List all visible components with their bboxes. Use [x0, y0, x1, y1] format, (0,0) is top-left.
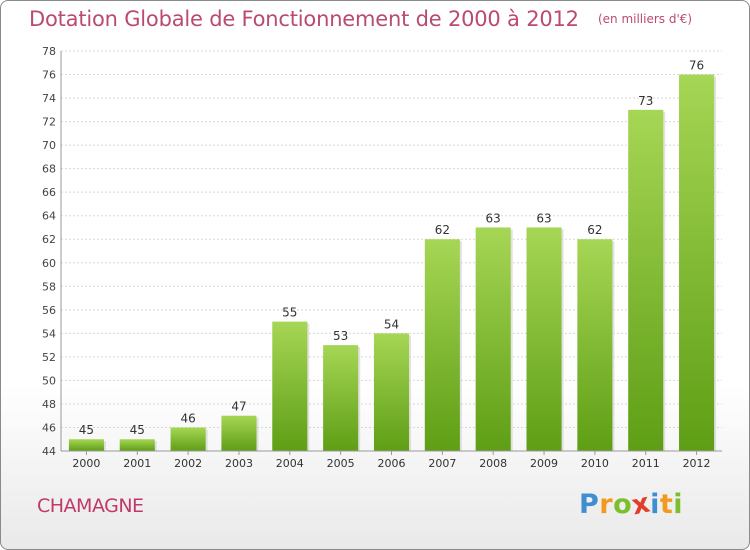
bar-value-label: 53 [333, 329, 348, 343]
y-tick-label: 50 [42, 374, 56, 387]
y-tick-label: 56 [42, 304, 56, 317]
bar [424, 239, 460, 451]
x-tick-label: 2005 [327, 457, 355, 470]
bar [221, 415, 257, 451]
x-tick-label: 2009 [530, 457, 558, 470]
commune-name: CHAMAGNE [37, 495, 144, 517]
proxiti-logo: Proxiti [579, 487, 684, 521]
bar-value-label: 73 [638, 94, 653, 108]
y-tick-label: 70 [42, 139, 56, 152]
labels: 45 45 46 47 55 53 54 62 63 63 62 73 76 [79, 59, 704, 438]
y-tick-label: 74 [42, 92, 56, 105]
y-tick-label: 44 [42, 445, 56, 458]
x-tick-label: 2004 [276, 457, 304, 470]
bars [68, 74, 717, 451]
x-tick-label: 2008 [479, 457, 507, 470]
bar-value-label: 55 [282, 306, 297, 320]
bar-value-label: 63 [486, 211, 501, 225]
bar-value-label: 62 [435, 223, 450, 237]
title-line: Dotation Globale de Fonctionnement de 20… [29, 7, 692, 31]
bar-value-label: 62 [587, 223, 602, 237]
y-tick-label: 68 [42, 163, 56, 176]
logo-letter: i [673, 489, 684, 520]
logo-letter: t [659, 489, 674, 520]
bar [628, 109, 664, 451]
x-tick-label: 2001 [123, 457, 151, 470]
bar-value-label: 54 [384, 317, 399, 331]
bar-value-label: 46 [180, 411, 195, 425]
y-tick-label: 46 [42, 421, 56, 434]
x-tick-label: 2007 [428, 457, 456, 470]
bar-value-label: 45 [79, 423, 94, 437]
bar [679, 74, 715, 451]
bar [119, 439, 155, 451]
axes: 44 46 48 50 52 54 56 58 60 62 64 66 68 70 72 74 76 78 2000… [42, 45, 722, 470]
y-tick-label: 72 [42, 116, 56, 129]
chart-subtitle: (en milliers d'€) [597, 12, 693, 26]
chart-title: Dotation Globale de Fonctionnement de 20… [29, 7, 579, 31]
y-tick-label: 60 [42, 257, 56, 270]
y-tick-label: 78 [42, 45, 56, 58]
bar [373, 333, 410, 451]
y-tick-label: 52 [42, 351, 56, 364]
logo-letter: r [599, 489, 614, 520]
y-tick-label: 64 [42, 210, 56, 223]
bar [323, 345, 359, 451]
x-tick-label: 2002 [174, 457, 202, 470]
y-tick-label: 54 [42, 327, 56, 340]
y-tick-label: 62 [42, 233, 56, 246]
y-tick-label: 48 [42, 398, 56, 411]
bar [272, 321, 308, 451]
bar [577, 239, 613, 451]
x-tick-label: 2010 [581, 457, 609, 470]
x-tick-label: 2011 [632, 457, 660, 470]
x-tick-label: 2012 [683, 457, 711, 470]
bar [170, 427, 206, 451]
bar-value-label: 76 [689, 59, 704, 73]
bar [526, 227, 562, 451]
bar-value-label: 47 [231, 400, 246, 414]
bar [68, 439, 104, 451]
x-tick-label: 2006 [378, 457, 406, 470]
logo-letter: P [579, 489, 600, 520]
bar [475, 227, 511, 451]
x-tick-label: 2003 [225, 457, 253, 470]
logo-letter: i [650, 489, 660, 520]
y-tick-label: 66 [42, 186, 56, 199]
bar-value-label: 45 [130, 423, 145, 437]
y-tick-label: 76 [42, 69, 56, 82]
x-tick-label: 2000 [72, 457, 100, 470]
y-tick-label: 58 [42, 280, 56, 293]
logo-letter: o [613, 489, 633, 520]
bar-value-label: 63 [536, 211, 551, 225]
